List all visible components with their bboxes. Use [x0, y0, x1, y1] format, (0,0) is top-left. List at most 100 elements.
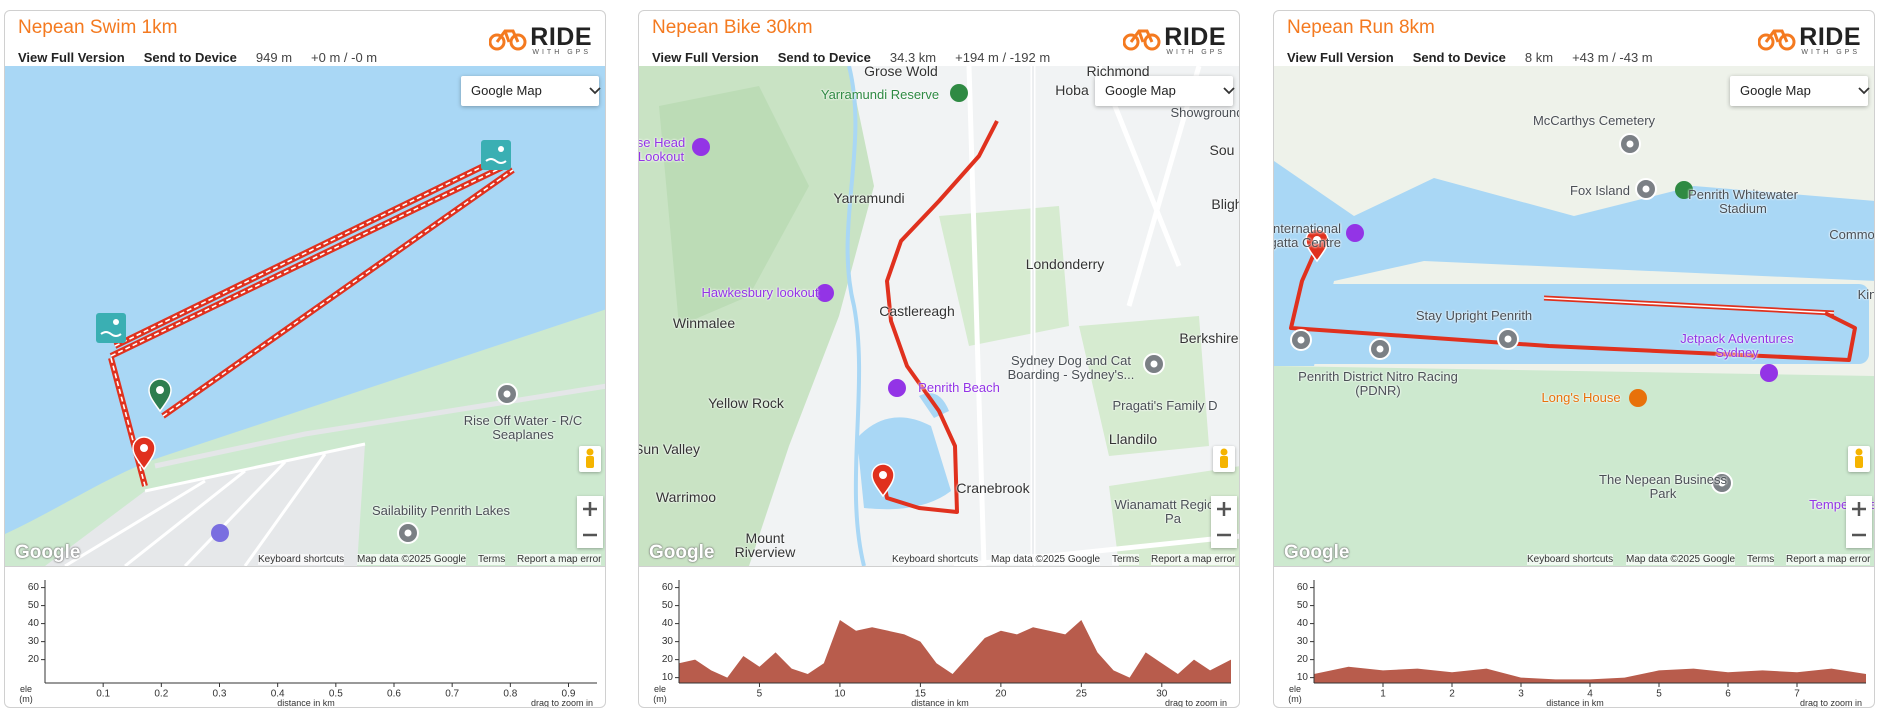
map-shape	[879, 471, 887, 479]
map-label: Sydney Dog and Cat Boarding - Sydney's..…	[1007, 353, 1135, 382]
x-tick-label: 0.6	[387, 689, 401, 700]
map-label: Penrith District Nitro Racing (PDNR)	[1298, 369, 1458, 398]
map-footer-link[interactable]: Report a map error	[1786, 554, 1871, 565]
y-tick-label: 10	[662, 672, 674, 683]
map-type-control[interactable]: Google Map	[1095, 76, 1235, 106]
embed-panel: Nepean Swim 1km View Full Version Send to …	[4, 10, 606, 708]
map-footer-link[interactable]: Terms	[1747, 554, 1775, 565]
x-tick-label: 20	[995, 689, 1007, 700]
zoom-controls[interactable]	[1846, 496, 1872, 548]
map: Rise Off Water - R/C Seaplanes Sailabilit…	[5, 66, 605, 566]
map-shape	[881, 120, 999, 514]
map-shape	[1675, 181, 1693, 199]
pegman[interactable]	[579, 446, 601, 472]
map-type-text: Google Map	[1740, 83, 1811, 98]
map-footer-link[interactable]: Terms	[1112, 554, 1140, 565]
map-label: Penrith Beach	[918, 380, 1000, 395]
map-shape	[1274, 366, 1874, 566]
x-axis-label: distance in km	[911, 698, 969, 708]
map-label: Warrimoo	[655, 489, 717, 505]
y-tick-label: 50	[662, 600, 674, 611]
x-tick-label: 2	[1449, 689, 1455, 700]
map-footer-link[interactable]: Map data ©2025 Google	[357, 554, 467, 565]
map-label: Cranebrook	[956, 480, 1030, 496]
zoom-hint: drag to zoom in	[1164, 698, 1227, 708]
map-footer-link[interactable]: Map data ©2025 Google	[991, 554, 1101, 565]
y-tick-label: 30	[662, 636, 674, 647]
map-footer-link[interactable]: Report a map error	[1151, 554, 1236, 565]
link[interactable]: View Full Version	[1287, 50, 1394, 65]
route-title: Nepean Swim 1km	[18, 17, 178, 38]
map-shape	[1760, 364, 1778, 382]
y-tick-label: 50	[1297, 600, 1309, 611]
map-shape	[1297, 336, 1305, 344]
logo-name: RIDE	[1164, 23, 1226, 51]
map-shape	[888, 379, 906, 397]
map-label: Llandilo	[1108, 431, 1158, 447]
x-tick-label: 0.5	[329, 689, 343, 700]
map-label: se Head Lookout	[639, 135, 686, 164]
map-type-text: Google Map	[471, 83, 542, 98]
x-tick-label: 0.7	[445, 689, 459, 700]
embed-panel: Nepean Run 8km View Full Version Send to D…	[1273, 10, 1875, 708]
y-tick-label: 60	[662, 582, 674, 593]
map-type-control[interactable]: Google Map	[461, 76, 601, 106]
map-type-control[interactable]: Google Map	[1730, 76, 1870, 106]
zoom-controls[interactable]	[1211, 496, 1237, 548]
map-shape	[692, 138, 710, 156]
link[interactable]: Send to Device	[1412, 50, 1506, 65]
map-shape	[1289, 246, 1857, 362]
x-tick-label: 25	[1076, 689, 1088, 700]
link[interactable]: View Full Version	[652, 50, 759, 65]
y-tick-label: 40	[28, 618, 40, 629]
map-label: Pragati's Family D	[1112, 398, 1218, 413]
map-shape	[96, 313, 126, 343]
map-label: Berkshire	[1179, 330, 1239, 346]
map-label: Winmalee	[672, 315, 736, 331]
pegman[interactable]	[1213, 446, 1235, 472]
x-tick-label: 3	[1518, 689, 1524, 700]
link[interactable]: View Full Version	[18, 50, 125, 65]
map-shape	[503, 390, 511, 398]
map: Grose Wold Richmond Yarramundi Reserve Hoba…	[639, 66, 1240, 566]
link[interactable]: Send to Device	[143, 50, 237, 65]
map-label: Sun Valley	[639, 441, 700, 457]
map-shape	[148, 378, 172, 413]
y-axis-label: ele (m)	[19, 684, 33, 704]
map-footer-link[interactable]: Keyboard shortcuts	[1527, 554, 1614, 565]
map-label: Rise Off Water - R/C Seaplanes	[463, 413, 583, 442]
map-label: Showground	[1170, 105, 1240, 120]
chart-svg: 10 20 30 40 50 60 5 10 15 20 25 30	[662, 580, 1231, 700]
x-axis-label: distance in km	[1546, 698, 1604, 708]
map-label: Jetpack Adventures Sydney	[1680, 331, 1794, 360]
map-label: Wianamatt Regional Pa	[1114, 497, 1232, 526]
map-shape	[1346, 224, 1364, 242]
chart-svg: 10 20 30 40 50 60 1 2 3 4 5 6 7	[1297, 580, 1866, 700]
elevation-gain: +194 m / -192 m	[955, 50, 1051, 65]
elevation-chart: 10 20 30 40 50 60 1 2 3 4 5 6 7 ele (m) distance in km…	[1274, 566, 1874, 708]
map-label: Yellow Rock	[708, 395, 784, 411]
logo-name: RIDE	[1799, 23, 1861, 51]
map-footer-link[interactable]: Report a map error	[517, 554, 602, 565]
map-shape	[498, 146, 504, 152]
map-label: Yarramundi	[833, 190, 905, 206]
map-shape	[1313, 236, 1321, 244]
x-tick-label: 0.2	[154, 689, 168, 700]
zoom-controls[interactable]	[577, 496, 603, 548]
y-tick-label: 10	[1297, 672, 1309, 683]
embed-panel: Nepean Bike 30km View Full Version Send to…	[638, 10, 1240, 708]
y-tick-label: 30	[28, 636, 40, 647]
x-tick-label: 0.3	[213, 689, 227, 700]
map-footer-link[interactable]: Map data ©2025 Google	[1626, 554, 1736, 565]
y-tick-label: 40	[662, 618, 674, 629]
y-tick-label: 30	[1297, 636, 1309, 647]
map-footer-link[interactable]: Keyboard shortcuts	[892, 554, 979, 565]
link[interactable]: Send to Device	[777, 50, 871, 65]
map-shape	[1718, 479, 1726, 487]
pegman[interactable]	[1848, 446, 1870, 472]
map-footer-link[interactable]: Keyboard shortcuts	[258, 554, 345, 565]
distance: 34.3 km	[889, 50, 937, 65]
logo-tagline: WITH GPS	[532, 49, 591, 56]
x-tick-label: 0.9	[562, 689, 576, 700]
map-footer-link[interactable]: Terms	[478, 554, 506, 565]
